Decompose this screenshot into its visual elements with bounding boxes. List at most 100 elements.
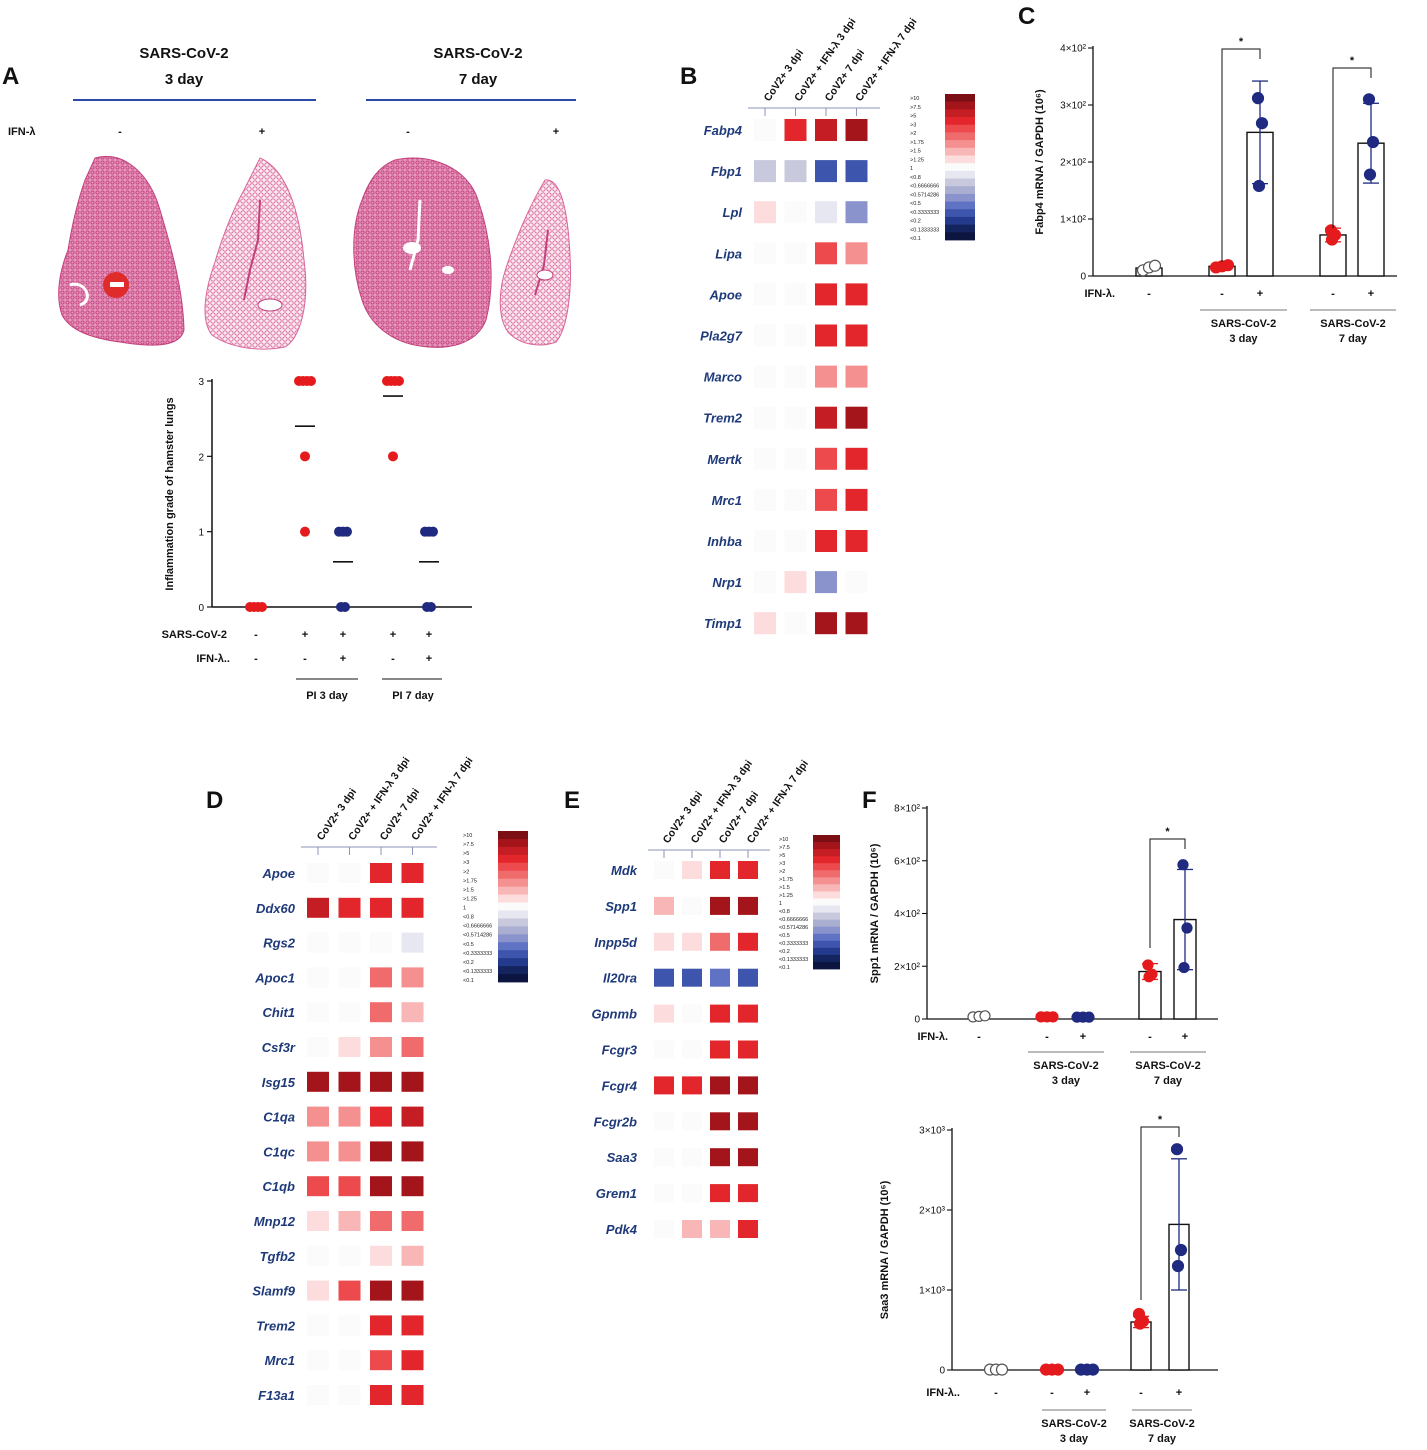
group-label-line2: 7 day [1154, 1075, 1183, 1087]
heatmap-cell [682, 1112, 702, 1131]
heatmap-cell [654, 1220, 674, 1238]
legend-swatch [813, 919, 840, 928]
heatmap-cell [815, 365, 837, 388]
legend-swatch [813, 884, 840, 892]
legend-swatch [945, 147, 975, 156]
legend-swatch [945, 216, 975, 226]
group-label-line2: 3 day [1052, 1075, 1081, 1087]
data-point [1086, 1363, 1100, 1376]
legend-swatch [813, 933, 840, 942]
ifn-sign: + [1080, 1031, 1086, 1043]
lung-image-3day-control [58, 156, 185, 346]
panel-a-scatter: 0 1 2 3 Inflammation grade of hamster lungs -… [162, 376, 472, 702]
legend-swatch [498, 894, 528, 903]
panel-f-saa3-barchart: 0 1×10³ 2×10³ 3×10³ Saa3 mRNA / GAPDH (10⁶) -… [879, 1114, 1218, 1445]
legend-swatch [945, 209, 975, 218]
panel-label-a: A [2, 63, 19, 90]
y-tick-label: 0 [939, 1366, 945, 1377]
legend-swatch [498, 974, 528, 983]
legend-label: <0.5 [910, 201, 921, 207]
heatmap-cell [754, 324, 776, 347]
group2-title-line2: 7 day [459, 71, 498, 88]
ifn-sign: - [1148, 1031, 1152, 1043]
heatmap-cell [738, 968, 758, 987]
heatmap-cell [370, 1037, 392, 1057]
legend-swatch [498, 886, 528, 895]
data-point [1362, 93, 1376, 106]
data-point [1221, 259, 1235, 272]
heatmap-cell [307, 1211, 329, 1231]
heatmap-cell [338, 1350, 361, 1371]
y-tick-label: 0 [914, 1015, 920, 1026]
data-point [995, 1363, 1009, 1376]
group-label-line2: 3 day [1229, 333, 1258, 345]
legend-swatch [945, 224, 975, 233]
data-point [1325, 233, 1339, 246]
legend-label: <0.2 [779, 949, 790, 955]
heatmap-cell [815, 406, 837, 429]
data-point [342, 526, 352, 537]
data-point [340, 602, 350, 612]
gene-label: Marco [704, 370, 742, 385]
heatmap-cell [815, 571, 837, 594]
ifn-sign: - [977, 1031, 981, 1043]
gene-label: Pdk4 [606, 1222, 638, 1237]
heatmap-cell [654, 1184, 674, 1203]
gene-label: Apoe [262, 866, 296, 881]
heatmap-cell [682, 1076, 702, 1095]
heatmap-cell [784, 530, 807, 552]
heatmap-cell [784, 365, 807, 388]
legend-label: >2 [910, 131, 916, 137]
legend-swatch [813, 926, 840, 935]
ifn-sign: - [1147, 288, 1151, 300]
heatmap-cell [307, 1037, 329, 1057]
legend-label: <0.8 [910, 175, 921, 181]
heatmap-cell [338, 1315, 361, 1336]
y-axis-label: Spp1 mRNA / GAPDH (10⁶) [869, 843, 881, 983]
legend-swatch [813, 898, 840, 906]
data-point [1148, 259, 1162, 272]
heatmap-cell [338, 863, 361, 883]
group-label-line1: SARS-CoV-2 [1129, 1418, 1194, 1430]
ifn-row-label: IFN-λ. [1084, 288, 1115, 300]
heatmap-cell [815, 160, 837, 183]
legend-label: >5 [779, 853, 785, 859]
legend-swatch [945, 109, 975, 118]
gene-label: Mertk [707, 452, 742, 467]
heatmap-cell [307, 1280, 329, 1301]
heatmap-cell [815, 324, 837, 347]
legend-swatch [498, 910, 528, 919]
legend-swatch [945, 117, 975, 126]
gene-label: Spp1 [605, 899, 637, 914]
legend-label: 1 [910, 166, 913, 172]
gene-label: Mdk [611, 863, 638, 878]
legend-label: <0.1333333 [463, 969, 492, 975]
heatmap-cell [307, 1245, 329, 1266]
heatmap-cell [784, 160, 807, 183]
legend-label: >1.25 [910, 157, 924, 163]
sars-sign: + [340, 629, 346, 641]
heatmap-cell [338, 1037, 361, 1057]
heatmap-cell [710, 861, 730, 879]
heatmap-cell [307, 932, 329, 953]
legend-swatch [945, 201, 975, 210]
gene-label: Fabp4 [704, 123, 743, 138]
legend-label: >3 [910, 122, 916, 128]
heatmap-cell [401, 1002, 424, 1023]
heatmap-cell [370, 1350, 392, 1371]
legend-swatch [945, 124, 975, 133]
legend-swatch [813, 940, 840, 949]
heatmap-cell [784, 119, 807, 141]
legend-label: >3 [463, 860, 469, 866]
legend-swatch [813, 849, 840, 857]
heatmap-cell [370, 967, 392, 988]
heatmap-cell [710, 896, 730, 915]
legend-label: <0.5 [779, 933, 790, 939]
gene-label: Tgfb2 [260, 1249, 296, 1264]
data-point [388, 451, 398, 462]
legend-label: >5 [463, 851, 469, 857]
heatmap-cell [654, 1004, 674, 1023]
heatmap-cell [710, 1184, 730, 1203]
gene-label: F13a1 [258, 1388, 295, 1403]
gene-label: Trem2 [703, 411, 743, 426]
